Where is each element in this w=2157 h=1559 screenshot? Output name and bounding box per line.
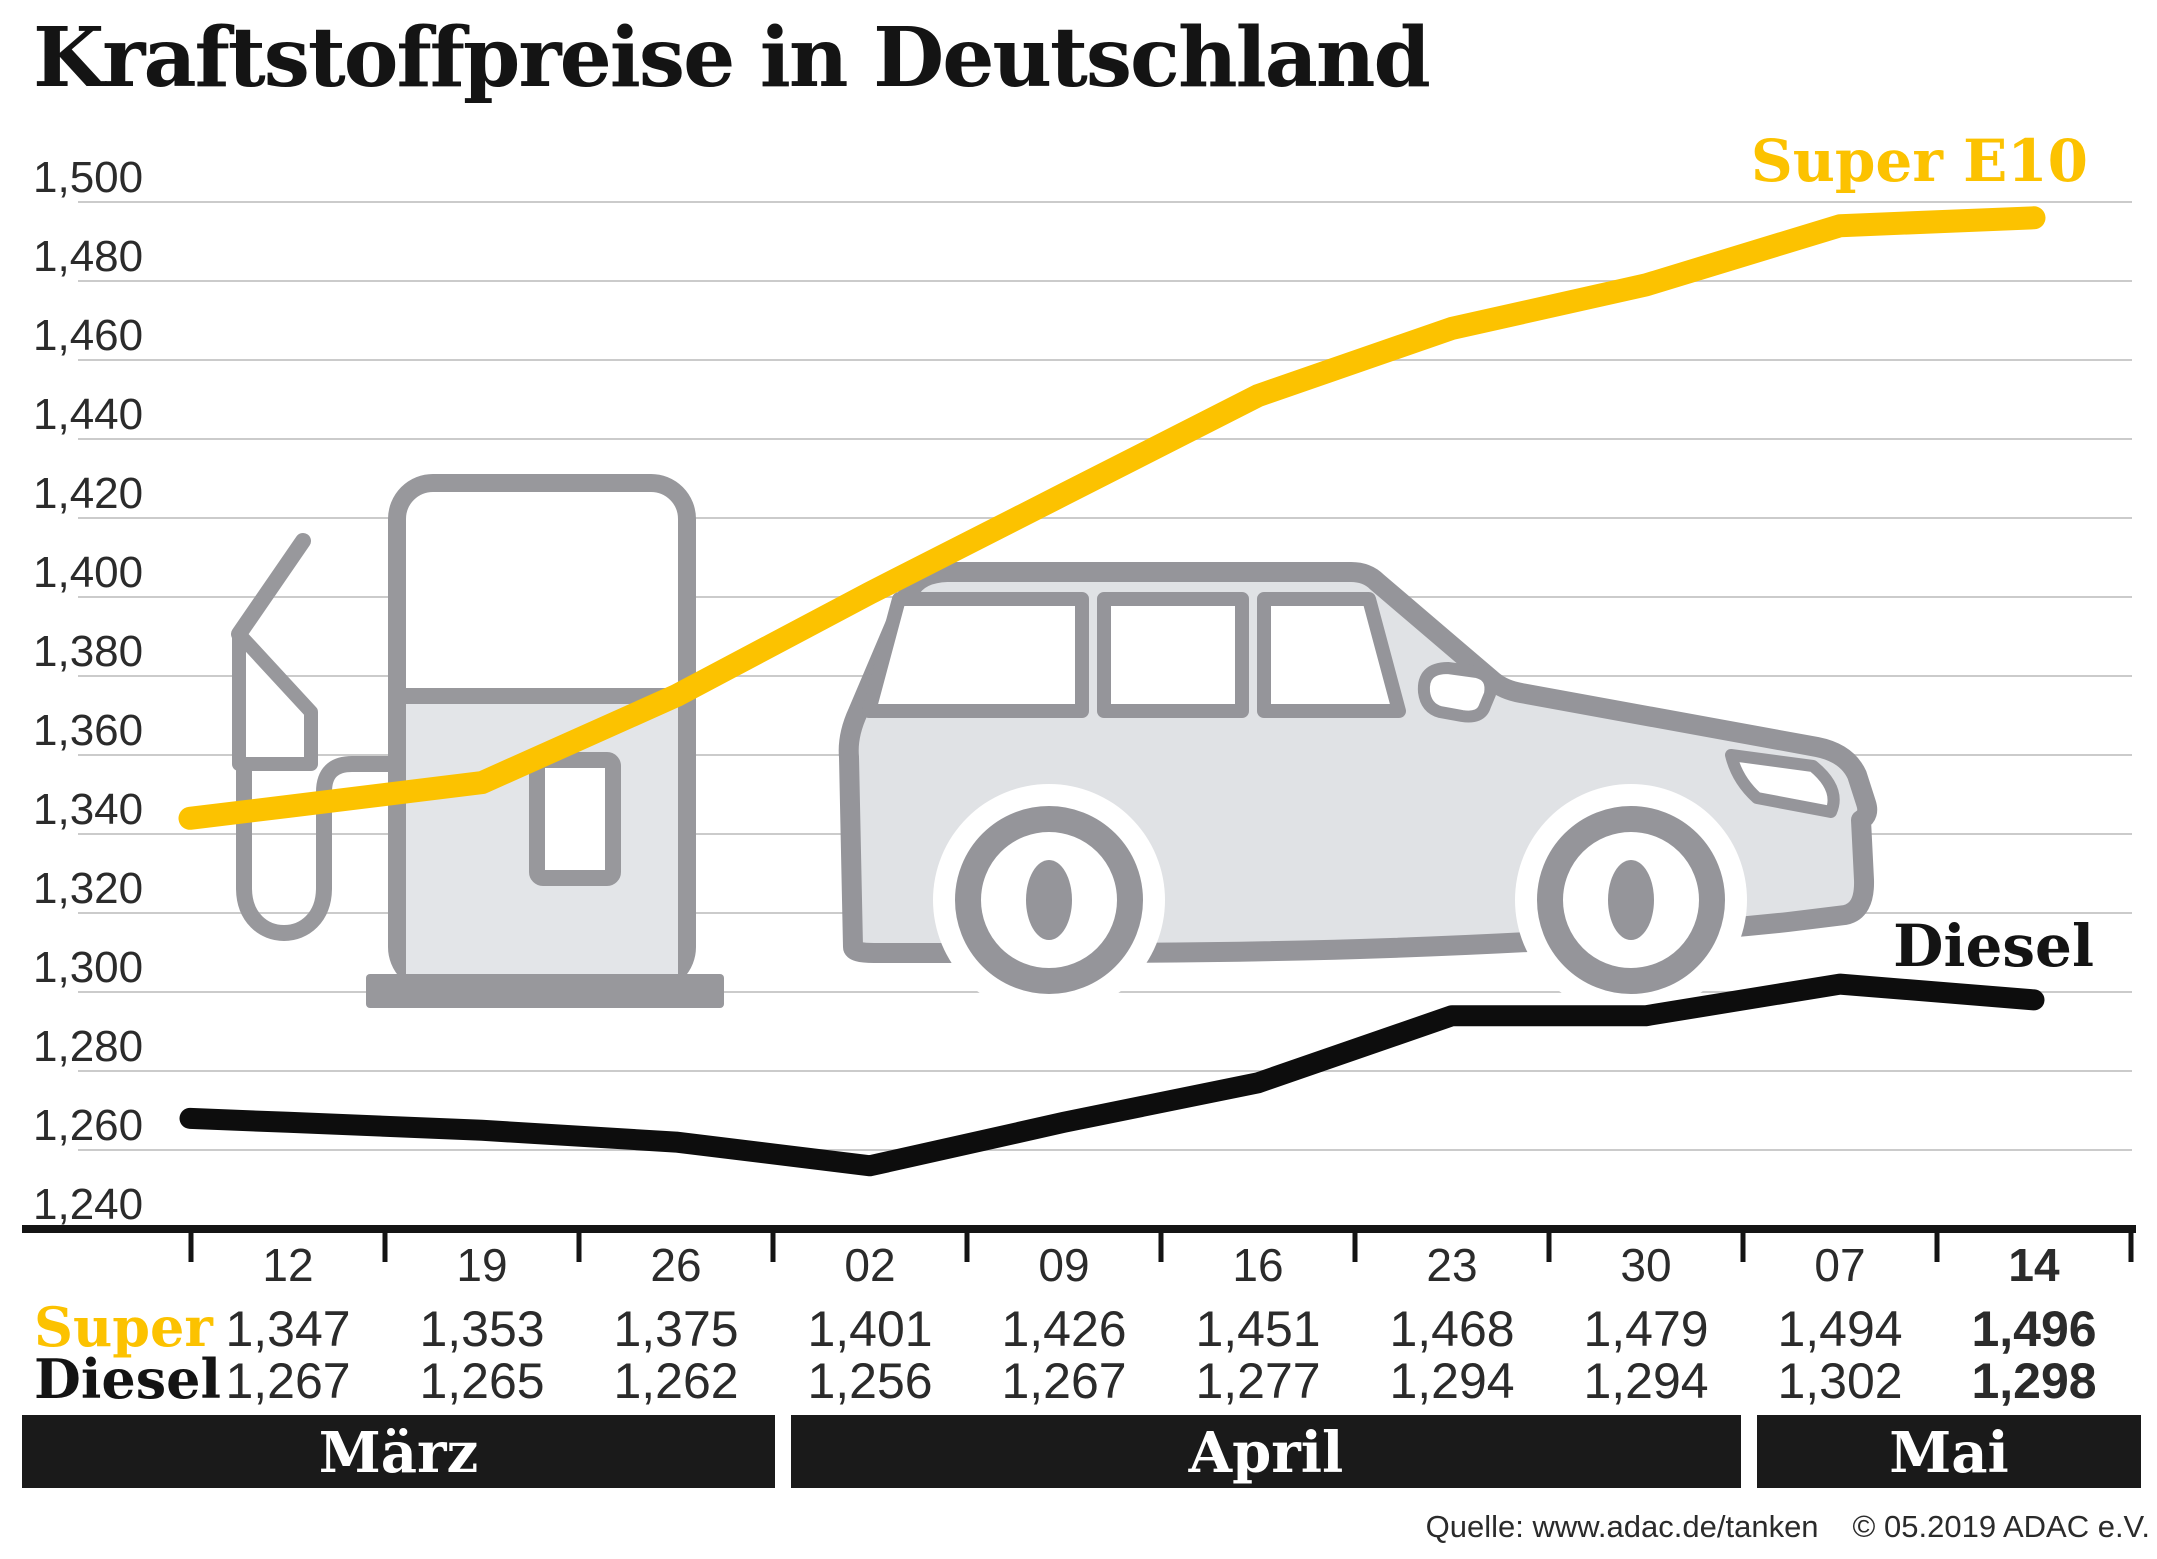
y-axis-label: 1,460	[33, 311, 143, 360]
y-axis-label: 1,280	[33, 1022, 143, 1071]
month-label: April	[1188, 1420, 1344, 1486]
y-axis-label: 1,300	[33, 943, 143, 992]
x-tick-label: 07	[1814, 1239, 1865, 1291]
table-value-super: 1,468	[1389, 1301, 1514, 1357]
table-value-diesel: 1,302	[1777, 1353, 1902, 1409]
x-tick-label: 09	[1038, 1239, 1089, 1291]
x-tick-label: 02	[844, 1239, 895, 1291]
y-axis-label: 1,260	[33, 1101, 143, 1150]
y-axis-label: 1,240	[33, 1180, 143, 1229]
pump-display-window	[529, 752, 621, 886]
month-label: Mai	[1889, 1420, 2009, 1486]
car-illustration	[838, 562, 1878, 1016]
value-table: 1,347 1,353 1,375 1,401 1,426 1,451 1,468 1,479…	[225, 1301, 2096, 1409]
y-axis-label: 1,340	[33, 785, 143, 834]
table-value-super: 1,375	[613, 1301, 738, 1357]
table-value-diesel: 1,294	[1583, 1353, 1708, 1409]
table-value-diesel: 1,294	[1389, 1353, 1514, 1409]
table-value-super: 1,479	[1583, 1301, 1708, 1357]
month-bars: März April Mai	[22, 1415, 2141, 1488]
y-axis-label: 1,360	[33, 706, 143, 755]
table-value-diesel: 1,267	[1001, 1353, 1126, 1409]
table-row-label-diesel: Diesel	[34, 1347, 221, 1411]
table-row-label-super: Super	[34, 1295, 213, 1359]
car-wheel-hub	[1608, 860, 1654, 940]
x-tick-label: 14	[2008, 1239, 2060, 1291]
car-wheel-hub	[1026, 860, 1072, 940]
car-window-rear	[862, 592, 1089, 718]
pump-nozzle-body	[232, 627, 318, 771]
page-title: Kraftstoffpreise in Deutschland	[33, 10, 1431, 106]
y-axis-label: 1,320	[33, 864, 143, 913]
month-bar	[791, 1415, 1741, 1488]
x-tick-label: 12	[262, 1239, 313, 1291]
table-value-super: 1,494	[1777, 1301, 1902, 1357]
diesel-series-label: Diesel	[1893, 912, 2094, 980]
month-bar	[1757, 1415, 2141, 1488]
table-value-diesel: 1,277	[1195, 1353, 1320, 1409]
month-bar	[22, 1415, 775, 1488]
month-label: März	[319, 1420, 479, 1486]
table-value-super: 1,347	[225, 1301, 350, 1357]
y-axis-label: 1,380	[33, 627, 143, 676]
y-axis-label: 1,480	[33, 232, 143, 281]
table-value-super: 1,353	[419, 1301, 544, 1357]
table-value-super: 1,426	[1001, 1301, 1126, 1357]
table-value-diesel: 1,267	[225, 1353, 350, 1409]
table-value-super: 1,496	[1971, 1301, 2096, 1357]
source-note: Quelle: www.adac.de/tanken © 05.2019 ADAC…	[1426, 1509, 2150, 1544]
y-axis-label: 1,420	[33, 469, 143, 518]
pump-base	[366, 974, 724, 1008]
y-axis-label: 1,500	[33, 153, 143, 202]
car-window-front	[1257, 592, 1406, 718]
pump-hose	[236, 756, 397, 941]
table-value-diesel: 1,298	[1971, 1353, 2096, 1409]
plot-lines	[178, 206, 2046, 1177]
table-value-diesel: 1,262	[613, 1353, 738, 1409]
fuel-pump-illustration	[231, 474, 724, 1008]
x-tick-label: 19	[456, 1239, 507, 1291]
super-series-label: Super E10	[1751, 127, 2088, 195]
y-axis-label: 1,440	[33, 390, 143, 439]
y-axis-labels: 1,500 1,480 1,460 1,440 1,420 1,400 1,380 1,360…	[33, 153, 143, 1229]
super-line	[178, 206, 2046, 830]
table-value-diesel: 1,256	[807, 1353, 932, 1409]
car-wheels	[933, 784, 1747, 1016]
car-headlight	[1725, 749, 1840, 818]
x-tick-label: 26	[650, 1239, 701, 1291]
x-tick-label: 30	[1620, 1239, 1671, 1291]
x-tick-label: 23	[1426, 1239, 1477, 1291]
table-value-super: 1,451	[1195, 1301, 1320, 1357]
x-tick-label: 16	[1232, 1239, 1283, 1291]
source-text: Quelle: www.adac.de/tanken	[1426, 1509, 1819, 1544]
copyright-text: © 05.2019 ADAC e.V.	[1853, 1509, 2150, 1544]
table-value-diesel: 1,265	[419, 1353, 544, 1409]
car-mirror	[1417, 662, 1497, 723]
x-axis: 12 19 26 02 09 16 23 30 07 14	[22, 1225, 2136, 1291]
pump-nozzle-spout	[231, 533, 311, 642]
y-axis-label: 1,400	[33, 548, 143, 597]
table-value-super: 1,401	[807, 1301, 932, 1357]
car-window-middle	[1097, 592, 1249, 718]
diesel-line	[179, 973, 2045, 1177]
